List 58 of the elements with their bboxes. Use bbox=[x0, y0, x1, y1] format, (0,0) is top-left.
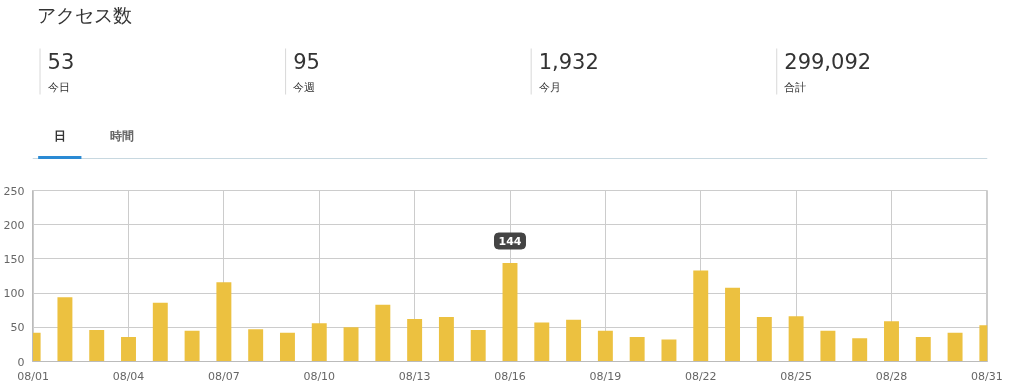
bar bbox=[57, 297, 73, 362]
text: 53 bbox=[47, 49, 75, 74]
bar bbox=[89, 330, 105, 362]
x-tick-label: 08/19 bbox=[589, 369, 622, 383]
text: 299,092 bbox=[784, 49, 872, 74]
text: 今日 bbox=[47, 80, 70, 94]
bar bbox=[820, 330, 836, 362]
x-tick-label: 08/31 bbox=[971, 369, 1003, 383]
bar bbox=[248, 329, 264, 362]
bar bbox=[915, 336, 931, 362]
bar bbox=[852, 338, 868, 362]
text: 今週 bbox=[293, 80, 316, 94]
bar bbox=[725, 287, 741, 362]
bar bbox=[375, 304, 391, 362]
x-tick-label: 08/25 bbox=[780, 369, 812, 383]
bar bbox=[279, 332, 295, 362]
annotation: 144 bbox=[498, 235, 522, 248]
bar bbox=[788, 316, 804, 362]
text: 日 bbox=[53, 128, 66, 143]
y-tick-label: 150 bbox=[3, 252, 25, 266]
text: 今月 bbox=[538, 80, 561, 94]
x-tick-label: 08/04 bbox=[112, 369, 145, 383]
bar bbox=[152, 302, 168, 362]
bar bbox=[884, 321, 899, 362]
text: 時間 bbox=[109, 128, 134, 143]
bar bbox=[693, 270, 709, 362]
bar bbox=[438, 317, 454, 362]
bar bbox=[947, 332, 963, 362]
x-tick-label: 08/16 bbox=[494, 369, 526, 383]
bar bbox=[629, 336, 645, 362]
bar bbox=[470, 330, 486, 362]
x-tick-label: 08/10 bbox=[303, 369, 336, 383]
text: アクセス数 bbox=[37, 3, 133, 26]
text: 1,932 bbox=[538, 49, 599, 74]
y-tick-label: 0 bbox=[17, 355, 25, 369]
bar bbox=[597, 330, 613, 362]
x-tick-label: 08/13 bbox=[398, 369, 431, 383]
bar bbox=[407, 319, 423, 362]
y-tick-label: 50 bbox=[10, 321, 25, 335]
x-tick-label: 08/28 bbox=[875, 369, 908, 383]
text: 95 bbox=[293, 49, 320, 74]
bar bbox=[534, 322, 550, 362]
bar bbox=[121, 336, 136, 362]
bar bbox=[184, 330, 200, 362]
bar bbox=[343, 327, 359, 362]
bar bbox=[566, 319, 582, 362]
bar bbox=[756, 317, 772, 362]
x-tick-label: 08/07 bbox=[208, 369, 240, 383]
y-tick-label: 100 bbox=[3, 287, 25, 301]
x-tick-label: 08/01 bbox=[17, 369, 49, 383]
bar bbox=[502, 263, 518, 362]
bar bbox=[311, 323, 327, 362]
y-tick-label: 200 bbox=[3, 218, 25, 232]
x-tick-label: 08/22 bbox=[684, 369, 717, 383]
bar bbox=[216, 282, 232, 362]
text: 合計 bbox=[784, 80, 807, 94]
y-tick-label: 250 bbox=[3, 184, 25, 198]
bar bbox=[661, 339, 677, 362]
